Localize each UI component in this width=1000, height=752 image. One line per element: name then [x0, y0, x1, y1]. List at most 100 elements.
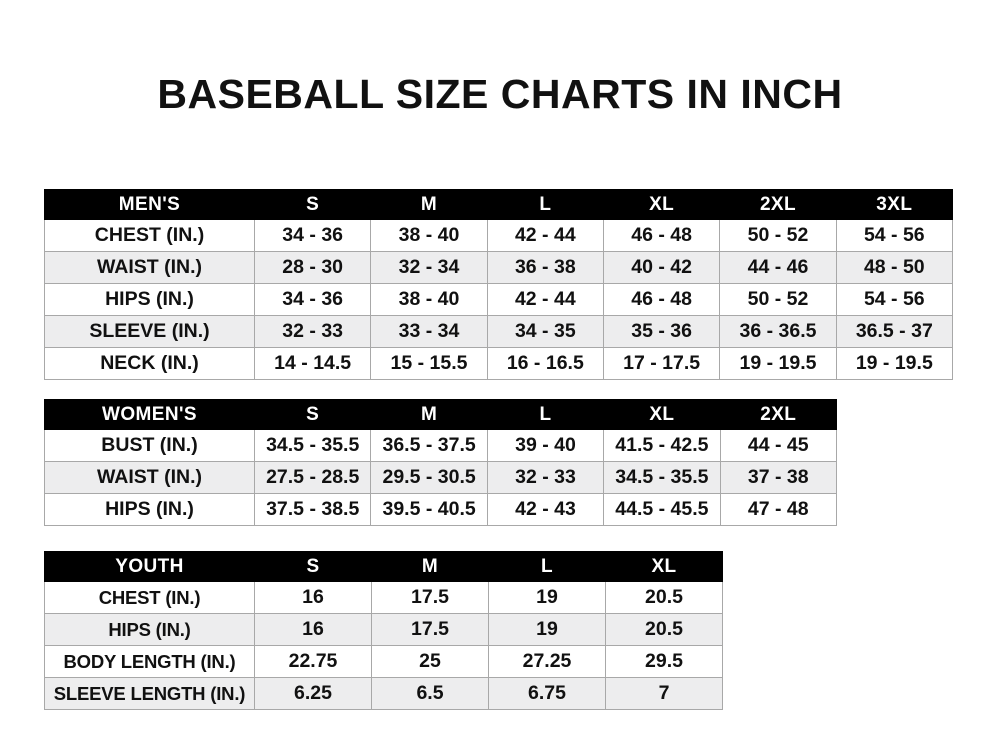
row-label: BODY LENGTH (IN.): [44, 645, 255, 678]
column-header-s: S: [254, 551, 372, 582]
measurement-cell: 34 - 36: [253, 283, 372, 316]
measurement-cell: 34 - 36: [253, 219, 372, 252]
measurement-cell: 32 - 33: [486, 461, 605, 494]
measurement-cell: 44.5 - 45.5: [603, 493, 721, 526]
measurement-cell: 36.5 - 37.5: [370, 429, 488, 462]
table-row: WAIST (IN.) 27.5 - 28.5 29.5 - 30.5 32 - 33…: [44, 461, 837, 494]
measurement-cell: 34 - 35: [486, 315, 604, 348]
measurement-cell: 6.25: [254, 677, 372, 710]
table-row: SLEEVE LENGTH (IN.) 6.25 6.5 6.75 7: [44, 677, 723, 710]
column-header-category: YOUTH: [44, 551, 255, 582]
measurement-cell: 54 - 56: [835, 219, 953, 252]
row-label: WAIST (IN.): [44, 251, 255, 284]
measurement-cell: 7: [605, 677, 723, 710]
table-row: HIPS (IN.) 16 17.5 19 20.5: [44, 613, 723, 646]
measurement-cell: 40 - 42: [602, 251, 721, 284]
measurement-cell: 37.5 - 38.5: [253, 493, 372, 526]
measurement-cell: 33 - 34: [370, 315, 488, 348]
measurement-cell: 28 - 30: [253, 251, 372, 284]
table-row: BUST (IN.) 34.5 - 35.5 36.5 - 37.5 39 - 40 4…: [44, 429, 837, 462]
table-row: NECK (IN.) 14 - 14.5 15 - 15.5 16 - 16.5 17 …: [44, 347, 953, 380]
measurement-cell: 27.5 - 28.5: [253, 461, 372, 494]
table-header-row: WOMEN'S S M L XL 2XL: [44, 399, 837, 430]
measurement-cell: 41.5 - 42.5: [603, 429, 721, 462]
mens-size-table: MEN'S S M L XL 2XL 3XL CHEST (IN.) 34 - 36 38 - 4…: [44, 189, 953, 380]
measurement-cell: 38 - 40: [370, 219, 488, 252]
measurement-cell: 6.5: [371, 677, 489, 710]
column-header-m: M: [370, 189, 488, 220]
row-label: HIPS (IN.): [44, 283, 255, 316]
column-header-s: S: [253, 399, 372, 430]
column-header-xl: XL: [603, 399, 721, 430]
column-header-m: M: [371, 551, 489, 582]
row-label: BUST (IN.): [44, 429, 255, 462]
row-label: HIPS (IN.): [44, 493, 255, 526]
measurement-cell: 36.5 - 37: [835, 315, 953, 348]
measurement-cell: 32 - 33: [253, 315, 372, 348]
measurement-cell: 44 - 45: [719, 429, 837, 462]
measurement-cell: 47 - 48: [719, 493, 837, 526]
measurement-cell: 32 - 34: [370, 251, 488, 284]
row-label: HIPS (IN.): [44, 613, 255, 646]
measurement-cell: 39 - 40: [486, 429, 605, 462]
measurement-cell: 42 - 43: [486, 493, 605, 526]
measurement-cell: 37 - 38: [719, 461, 837, 494]
column-header-l: L: [486, 399, 605, 430]
row-label: WAIST (IN.): [44, 461, 255, 494]
measurement-cell: 27.25: [488, 645, 606, 678]
measurement-cell: 16 - 16.5: [486, 347, 604, 380]
column-header-m: M: [370, 399, 488, 430]
measurement-cell: 17.5: [371, 613, 489, 646]
table-header-row: YOUTH S M L XL: [44, 551, 723, 582]
measurement-cell: 15 - 15.5: [370, 347, 488, 380]
table-row: CHEST (IN.) 16 17.5 19 20.5: [44, 581, 723, 614]
measurement-cell: 19: [488, 581, 606, 614]
column-header-xl: XL: [602, 189, 721, 220]
measurement-cell: 39.5 - 40.5: [370, 493, 488, 526]
youth-size-table: YOUTH S M L XL CHEST (IN.) 16 17.5 19 20.5 HIPS (I…: [44, 551, 723, 710]
measurement-cell: 29.5: [605, 645, 723, 678]
measurement-cell: 34.5 - 35.5: [253, 429, 372, 462]
column-header-l: L: [488, 551, 606, 582]
row-label: NECK (IN.): [44, 347, 255, 380]
measurement-cell: 38 - 40: [370, 283, 488, 316]
measurement-cell: 36 - 36.5: [719, 315, 837, 348]
measurement-cell: 17.5: [371, 581, 489, 614]
measurement-cell: 29.5 - 30.5: [370, 461, 488, 494]
table-row: SLEEVE (IN.) 32 - 33 33 - 34 34 - 35 35 - 36…: [44, 315, 953, 348]
measurement-cell: 16: [254, 613, 372, 646]
table-row: HIPS (IN.) 37.5 - 38.5 39.5 - 40.5 42 - 43 4…: [44, 493, 837, 526]
measurement-cell: 50 - 52: [719, 283, 837, 316]
table-row: CHEST (IN.) 34 - 36 38 - 40 42 - 44 46 - 48 5…: [44, 219, 953, 252]
measurement-cell: 46 - 48: [602, 283, 721, 316]
measurement-cell: 50 - 52: [719, 219, 837, 252]
column-header-2xl: 2XL: [719, 399, 837, 430]
measurement-cell: 42 - 44: [486, 219, 604, 252]
table-header-row: MEN'S S M L XL 2XL 3XL: [44, 189, 953, 220]
row-label: CHEST (IN.): [44, 219, 255, 252]
measurement-cell: 54 - 56: [835, 283, 953, 316]
column-header-xl: XL: [605, 551, 723, 582]
measurement-cell: 17 - 17.5: [602, 347, 721, 380]
measurement-cell: 20.5: [605, 613, 723, 646]
measurement-cell: 20.5: [605, 581, 723, 614]
measurement-cell: 16: [254, 581, 372, 614]
measurement-cell: 19 - 19.5: [719, 347, 837, 380]
measurement-cell: 25: [371, 645, 489, 678]
measurement-cell: 6.75: [488, 677, 606, 710]
column-header-category: MEN'S: [44, 189, 255, 220]
row-label: CHEST (IN.): [44, 581, 255, 614]
measurement-cell: 19: [488, 613, 606, 646]
page-title: BASEBALL SIZE CHARTS IN INCH: [157, 71, 843, 117]
column-header-l: L: [486, 189, 604, 220]
table-row: BODY LENGTH (IN.) 22.75 25 27.25 29.5: [44, 645, 723, 678]
measurement-cell: 34.5 - 35.5: [603, 461, 721, 494]
measurement-cell: 42 - 44: [486, 283, 604, 316]
row-label: SLEEVE LENGTH (IN.): [44, 677, 255, 710]
measurement-cell: 22.75: [254, 645, 372, 678]
column-header-2xl: 2XL: [719, 189, 837, 220]
measurement-cell: 48 - 50: [835, 251, 953, 284]
measurement-cell: 14 - 14.5: [253, 347, 372, 380]
table-row: HIPS (IN.) 34 - 36 38 - 40 42 - 44 46 - 48 50…: [44, 283, 953, 316]
measurement-cell: 44 - 46: [719, 251, 837, 284]
